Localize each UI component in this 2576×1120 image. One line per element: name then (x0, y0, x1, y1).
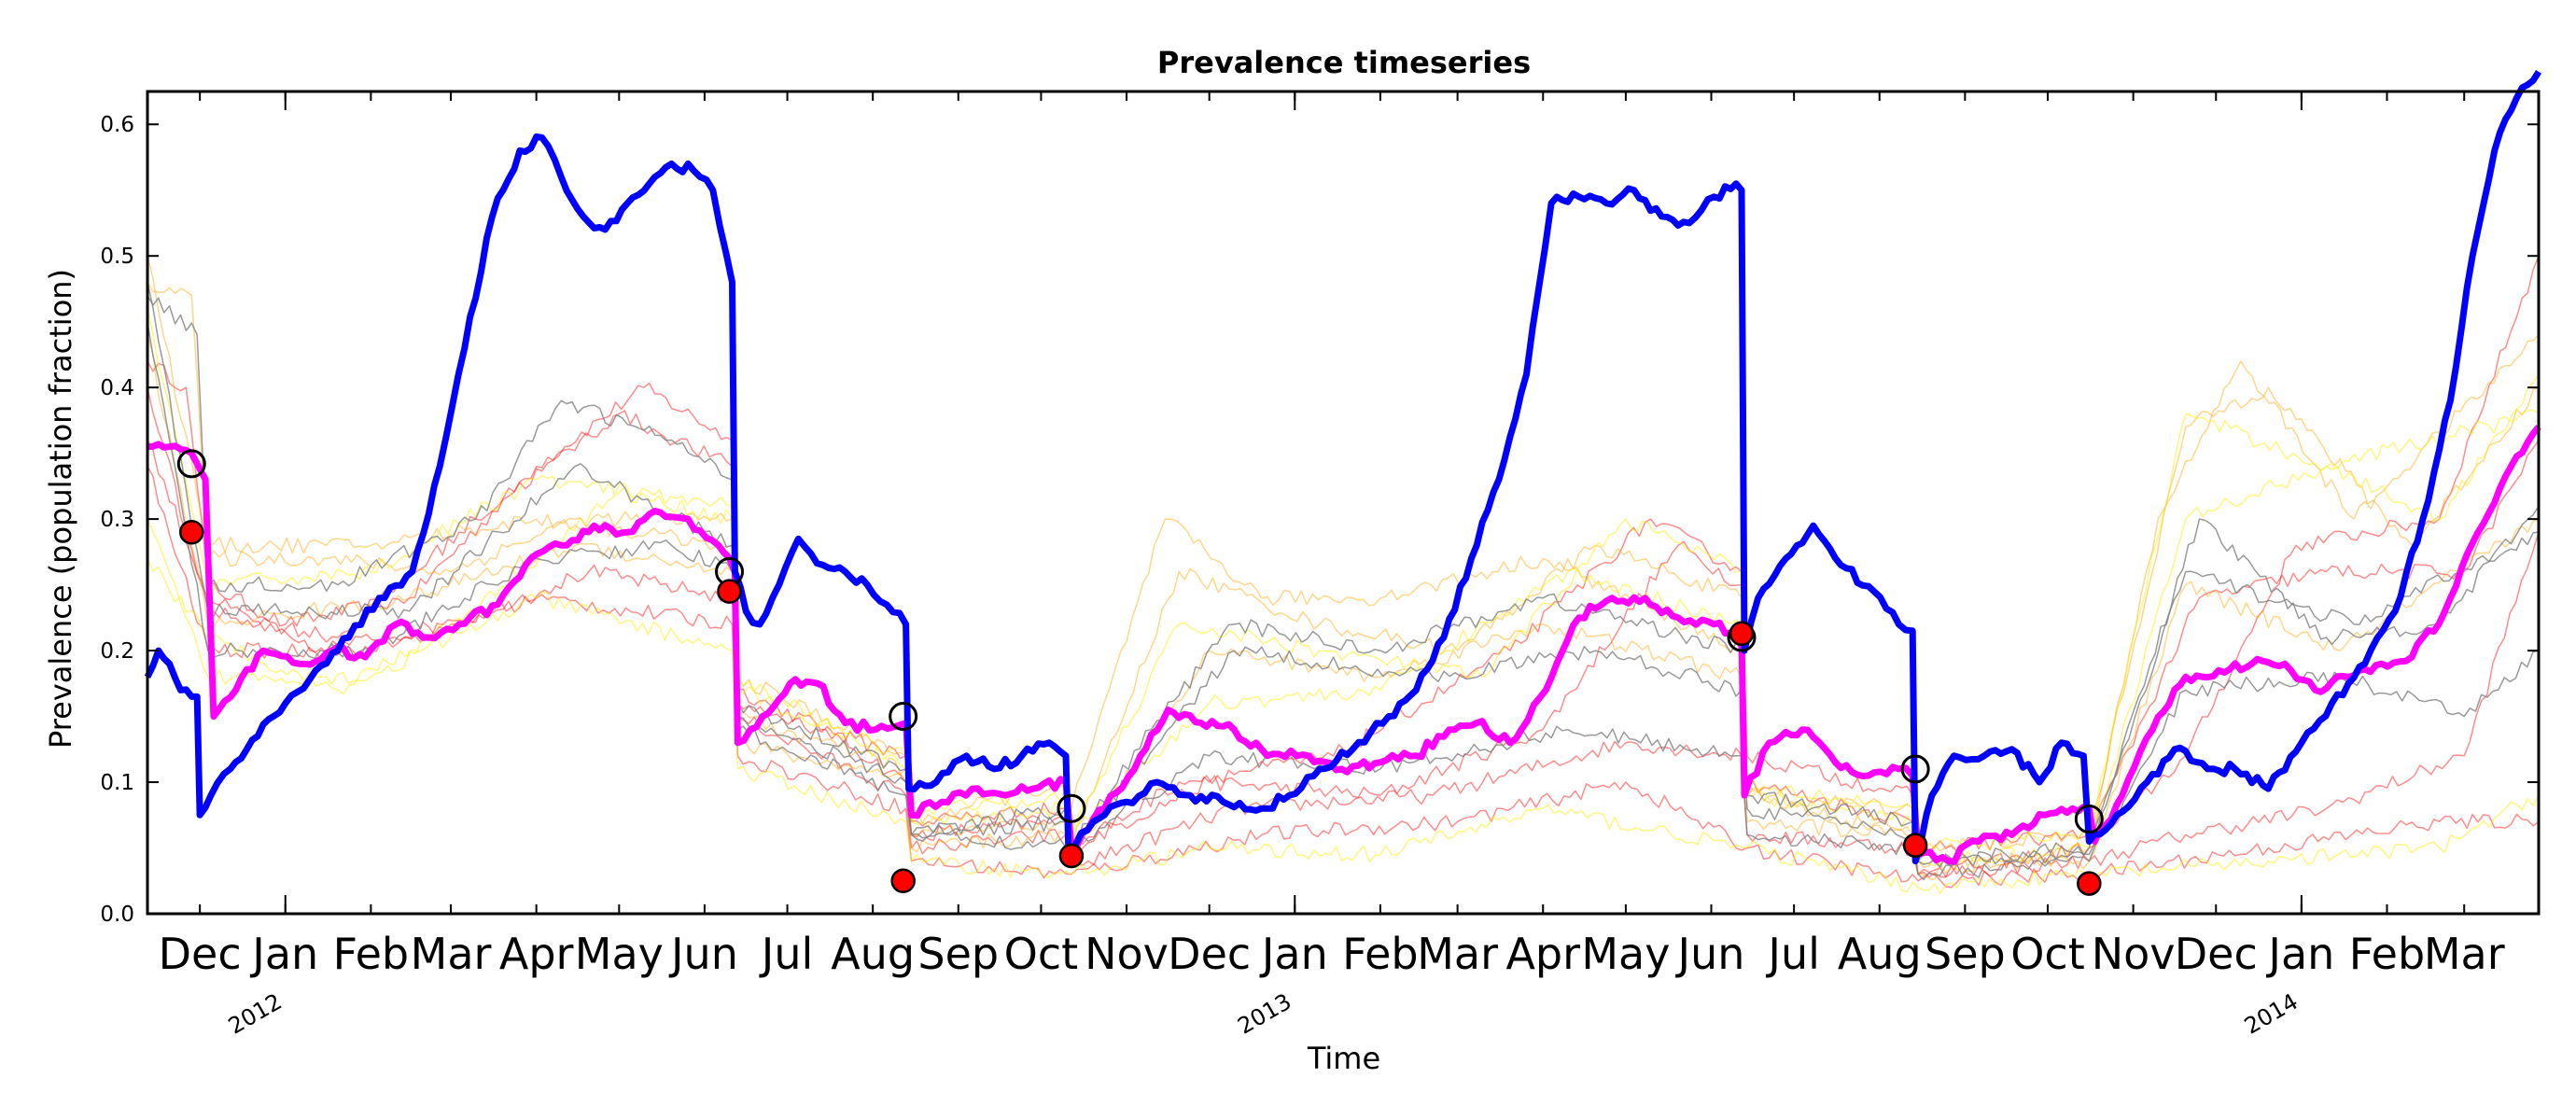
open-circle-marker (2074, 805, 2104, 834)
open-circle-marker (1057, 793, 1086, 823)
ensemble-line-4 (147, 466, 2540, 889)
open-circle-marker (1900, 754, 1930, 784)
ensemble-line-9 (147, 518, 2540, 895)
ensemble-lines (147, 255, 2540, 895)
y-tick-label: 0.3 (100, 508, 134, 532)
markers (176, 449, 2104, 896)
year-tick-label: 2014 (2240, 988, 2303, 1040)
y-tick-label: 0.6 (100, 113, 134, 137)
month-tick-label: Aug (831, 929, 915, 979)
filled-circle-marker (1729, 621, 1755, 647)
month-tick-label: Jan (249, 929, 318, 979)
ensemble-line-10 (147, 308, 2540, 851)
month-tick-label: Apr (1505, 929, 1580, 979)
ensemble-line-7 (147, 334, 2540, 870)
y-tick-label: 0.0 (100, 903, 134, 927)
month-tick-label: Oct (1004, 929, 1079, 979)
magenta-series-line (147, 425, 2541, 865)
month-tick-label: Dec (159, 929, 242, 979)
ensemble-line-2 (147, 440, 2540, 878)
ensemble-line-12 (147, 321, 2540, 881)
y-ticks: 0.0 0.1 0.2 0.3 0.4 0.5 0.6 (100, 113, 2539, 927)
y-axis-label: Prevalence (population fraction) (43, 269, 78, 749)
ensemble-line-5 (147, 282, 2540, 853)
month-tick-label: Sep (917, 929, 999, 979)
y-tick-label: 0.2 (100, 639, 134, 664)
filled-circle-marker (717, 579, 742, 604)
x-axis-label: Time (1307, 1041, 1380, 1076)
month-tick-label: Feb (1342, 929, 1418, 979)
filled-circle-marker (179, 519, 204, 545)
month-tick-label: Feb (2349, 929, 2425, 979)
y-tick-label: 0.1 (100, 771, 134, 795)
plot-frame (146, 90, 2541, 916)
year-tick-label: 2012 (224, 988, 287, 1040)
month-tick-label: Dec (2175, 929, 2258, 979)
filled-circle-marker (890, 868, 916, 894)
month-tick-label: Mar (411, 929, 492, 979)
series-lines (144, 70, 2541, 865)
y-tick-label: 0.5 (100, 245, 134, 269)
month-tick-label: Jul (759, 929, 814, 979)
month-tick-label: Sep (1925, 929, 2006, 979)
month-tick-label: May (1581, 929, 1670, 979)
month-tick-label: Jun (1675, 929, 1745, 979)
month-tick-label: Jan (2265, 929, 2334, 979)
month-tick-label: Jun (668, 929, 738, 979)
ensemble-line-3 (147, 387, 2540, 853)
chart-title: Prevalence timeseries (1157, 45, 1531, 80)
month-tick-label: Jul (1765, 929, 1820, 979)
open-circle-marker (176, 449, 206, 479)
blue-series-line (144, 70, 2541, 865)
x-ticks: Dec Jan Feb Mar Apr May Jun Jul Aug Sep Oct Nov Dec J… (159, 91, 2505, 1040)
ensemble-line-11 (147, 295, 2540, 868)
filled-circle-marker (2077, 871, 2102, 896)
month-tick-label: May (575, 929, 664, 979)
month-tick-label: Oct (2010, 929, 2085, 979)
month-tick-label: Apr (499, 929, 574, 979)
month-tick-label: Aug (1838, 929, 1922, 979)
filled-circle-marker (1902, 833, 1928, 858)
y-tick-label: 0.4 (100, 376, 134, 400)
filled-circle-marker (1058, 843, 1085, 869)
month-tick-label: Feb (333, 929, 409, 979)
open-circle-marker (889, 702, 918, 732)
month-tick-label: Mar (2424, 929, 2505, 979)
month-tick-label: Mar (1417, 929, 1498, 979)
year-tick-label: 2013 (1233, 988, 1295, 1040)
ensemble-line-13 (147, 282, 2540, 868)
month-tick-label: Nov (2092, 929, 2176, 979)
month-tick-label: Nov (1085, 929, 1169, 979)
month-tick-label: Jan (1259, 929, 1328, 979)
month-tick-label: Dec (1168, 929, 1251, 979)
ensemble-line-6 (147, 256, 2540, 880)
